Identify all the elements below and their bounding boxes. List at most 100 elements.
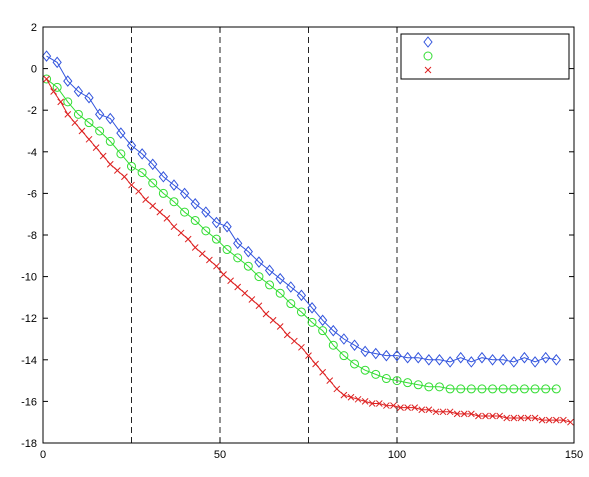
series-2-point — [371, 369, 381, 379]
series-2-point — [127, 161, 136, 171]
series-3-point — [383, 402, 390, 409]
series-1-point — [445, 356, 455, 368]
series-3-point — [248, 296, 256, 303]
series-3-point — [121, 173, 128, 181]
series-3-point — [312, 360, 319, 368]
series-1-point — [275, 272, 285, 285]
series-1-point — [434, 353, 445, 366]
series-3-point — [227, 277, 234, 285]
series-3-point — [191, 244, 199, 251]
y-tick-label: -16 — [21, 396, 37, 408]
series-2-point — [477, 384, 487, 394]
series-1-point — [498, 353, 508, 366]
series-2-point — [73, 109, 83, 119]
series-3-point — [411, 404, 419, 411]
y-tick-label: -6 — [27, 188, 37, 200]
series-1-point — [424, 353, 434, 366]
series-3-point — [503, 414, 511, 422]
series-2-point — [180, 207, 190, 217]
series-2-point — [403, 378, 413, 388]
series-3-point — [368, 400, 376, 407]
series-3 — [43, 75, 574, 426]
series-1-point — [360, 345, 370, 358]
series-2-point — [116, 149, 126, 159]
series-1-point — [371, 347, 381, 360]
y-axis: 2 0 -2 -4 -6 -8 -10 -12 -14 -16 -18 — [21, 22, 574, 450]
series-1-point — [243, 245, 253, 258]
series-1-point — [519, 351, 530, 364]
y-tick-label: -8 — [27, 230, 37, 242]
x-tick-label: 50 — [214, 449, 226, 461]
series-1-point — [201, 206, 211, 218]
series-2-point — [63, 97, 73, 107]
series-3-point — [453, 410, 461, 418]
series-3-point — [142, 196, 150, 203]
series-3-point — [262, 310, 270, 318]
series-3-point — [198, 250, 206, 258]
series-3-point — [375, 400, 383, 407]
series-1-point — [158, 170, 169, 183]
series-1-point — [318, 314, 328, 327]
series-1-point — [286, 281, 296, 293]
series-3-point — [85, 135, 93, 143]
series-3-point — [71, 119, 79, 127]
series-3-point — [220, 271, 227, 278]
y-tick-label: -4 — [27, 147, 37, 159]
series-3-point — [319, 368, 327, 376]
series-1-point — [179, 187, 190, 200]
legend-marker-1 — [423, 36, 433, 48]
series-2-point — [158, 188, 168, 198]
series-1-point — [116, 127, 126, 139]
y-tick-label: -14 — [21, 355, 37, 367]
series-3-point — [340, 391, 348, 399]
series-2-point — [445, 384, 455, 394]
series-1-point — [487, 353, 498, 366]
series-3-point — [482, 412, 489, 420]
series-1-line — [46, 55, 557, 363]
series-3-point — [524, 414, 532, 422]
series-3-point — [510, 414, 518, 422]
series-3-point — [43, 75, 50, 83]
series-3-point — [347, 393, 355, 401]
series-3-point — [106, 160, 114, 168]
legend — [400, 33, 570, 80]
series-1-point — [126, 139, 137, 152]
series-2-point — [201, 226, 211, 236]
series-1-point — [190, 197, 200, 210]
series-2-point — [137, 168, 147, 178]
series-2-point — [509, 384, 519, 394]
series-3-point — [283, 331, 291, 339]
series-1-point — [84, 91, 94, 104]
y-tick-label: 2 — [31, 22, 37, 34]
series-2-point — [105, 136, 115, 146]
series-1-point — [402, 351, 413, 364]
series-1-point — [541, 351, 551, 364]
series-3-point — [170, 223, 178, 231]
series-2-point — [434, 382, 444, 392]
series-1-point — [477, 351, 487, 364]
series-3-point — [475, 412, 482, 420]
series-2-point — [381, 374, 391, 384]
series-3-point — [206, 256, 213, 264]
x-tick-label: 100 — [388, 449, 406, 461]
series-1-point — [63, 75, 73, 87]
series-3-point — [269, 316, 277, 324]
series-3-point — [234, 283, 242, 291]
series-3-point — [149, 202, 157, 210]
x-tick-label: 150 — [565, 449, 583, 461]
series-2-point — [275, 288, 285, 298]
x-tick-label: 0 — [40, 449, 46, 461]
series-layer — [41, 50, 574, 426]
series-3-point — [255, 302, 263, 310]
series-3-point — [404, 404, 411, 411]
series-2-point — [424, 382, 434, 392]
series-3-point — [290, 337, 298, 345]
series-3-point — [99, 152, 107, 160]
series-1-point — [73, 85, 84, 98]
series-3-point — [439, 408, 447, 416]
series-3-point — [333, 385, 341, 393]
series-3-point — [64, 111, 72, 118]
series-1-point — [509, 356, 519, 368]
series-3-point — [397, 404, 404, 411]
